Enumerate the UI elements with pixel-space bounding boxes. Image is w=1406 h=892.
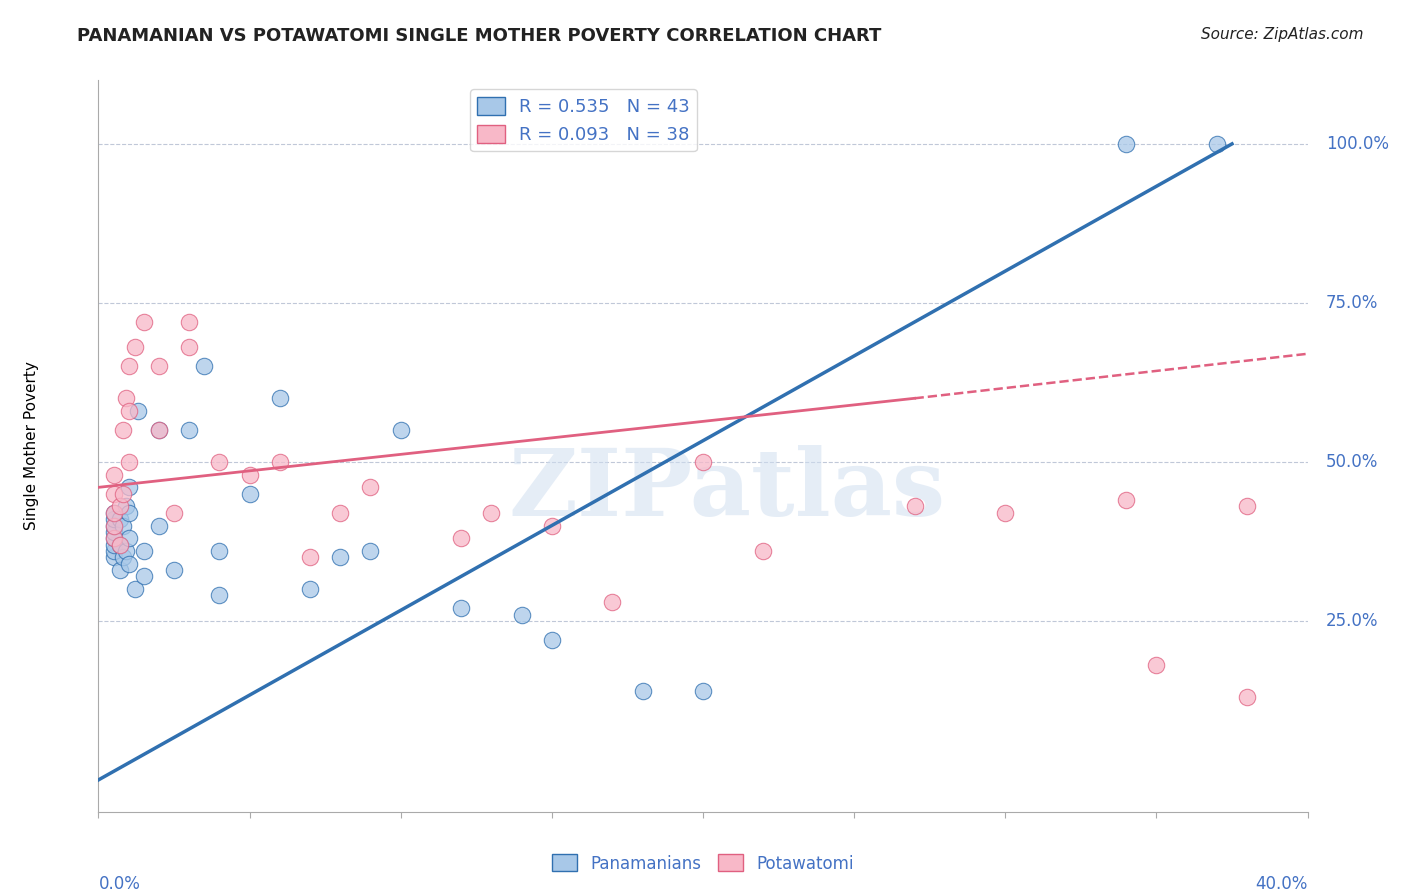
- Point: [450, 601, 472, 615]
- Point: [103, 518, 125, 533]
- Point: [329, 506, 352, 520]
- Point: [103, 506, 125, 520]
- Point: [1115, 136, 1137, 151]
- Point: [1236, 690, 1258, 705]
- Point: [163, 506, 186, 520]
- Point: [103, 506, 125, 520]
- Point: [163, 563, 186, 577]
- Point: [360, 480, 382, 494]
- Point: [118, 359, 141, 374]
- Point: [752, 544, 775, 558]
- Point: [132, 569, 155, 583]
- Text: 40.0%: 40.0%: [1256, 875, 1308, 892]
- Point: [208, 544, 231, 558]
- Point: [208, 589, 231, 603]
- Point: [148, 518, 170, 533]
- Point: [111, 423, 134, 437]
- Point: [540, 518, 562, 533]
- Point: [148, 359, 170, 374]
- Text: 0.0%: 0.0%: [98, 875, 141, 892]
- Point: [103, 531, 125, 545]
- Point: [1115, 493, 1137, 508]
- Point: [239, 486, 262, 500]
- Text: 100.0%: 100.0%: [1326, 135, 1389, 153]
- Point: [269, 455, 291, 469]
- Point: [103, 467, 125, 482]
- Point: [114, 500, 136, 514]
- Point: [193, 359, 215, 374]
- Point: [540, 632, 562, 647]
- Point: [111, 518, 134, 533]
- Point: [994, 506, 1017, 520]
- Point: [103, 550, 125, 565]
- Point: [118, 480, 141, 494]
- Point: [179, 315, 201, 329]
- Point: [118, 557, 141, 571]
- Point: [118, 506, 141, 520]
- Point: [118, 404, 141, 418]
- Point: [103, 531, 125, 545]
- Point: [124, 582, 146, 596]
- Point: [114, 392, 136, 406]
- Point: [111, 486, 134, 500]
- Point: [108, 538, 131, 552]
- Point: [1144, 658, 1167, 673]
- Point: [118, 455, 141, 469]
- Point: [108, 538, 131, 552]
- Point: [108, 563, 131, 577]
- Point: [692, 684, 714, 698]
- Point: [108, 500, 131, 514]
- Legend: R = 0.535   N = 43, R = 0.093   N = 38: R = 0.535 N = 43, R = 0.093 N = 38: [470, 89, 697, 152]
- Point: [132, 544, 155, 558]
- Text: 25.0%: 25.0%: [1326, 612, 1378, 630]
- Text: 50.0%: 50.0%: [1326, 453, 1378, 471]
- Point: [208, 455, 231, 469]
- Point: [103, 512, 125, 526]
- Point: [360, 544, 382, 558]
- Point: [124, 340, 146, 354]
- Point: [329, 550, 352, 565]
- Point: [108, 512, 131, 526]
- Point: [269, 392, 291, 406]
- Legend: Panamanians, Potawatomi: Panamanians, Potawatomi: [546, 847, 860, 880]
- Point: [299, 550, 322, 565]
- Point: [132, 315, 155, 329]
- Point: [148, 423, 170, 437]
- Point: [114, 544, 136, 558]
- Point: [179, 423, 201, 437]
- Point: [1236, 500, 1258, 514]
- Point: [692, 455, 714, 469]
- Point: [481, 506, 503, 520]
- Point: [299, 582, 322, 596]
- Point: [239, 467, 262, 482]
- Point: [103, 518, 125, 533]
- Point: [904, 500, 927, 514]
- Point: [103, 524, 125, 539]
- Point: [103, 538, 125, 552]
- Point: [148, 423, 170, 437]
- Point: [111, 550, 134, 565]
- Text: Single Mother Poverty: Single Mother Poverty: [24, 361, 39, 531]
- Text: 75.0%: 75.0%: [1326, 293, 1378, 312]
- Point: [389, 423, 412, 437]
- Point: [631, 684, 654, 698]
- Point: [510, 607, 533, 622]
- Point: [602, 595, 624, 609]
- Point: [179, 340, 201, 354]
- Text: ZIPatlas: ZIPatlas: [509, 445, 946, 535]
- Point: [103, 486, 125, 500]
- Point: [103, 544, 125, 558]
- Point: [1206, 136, 1229, 151]
- Text: Source: ZipAtlas.com: Source: ZipAtlas.com: [1201, 27, 1364, 42]
- Point: [118, 531, 141, 545]
- Point: [127, 404, 149, 418]
- Text: PANAMANIAN VS POTAWATOMI SINGLE MOTHER POVERTY CORRELATION CHART: PANAMANIAN VS POTAWATOMI SINGLE MOTHER P…: [77, 27, 882, 45]
- Point: [450, 531, 472, 545]
